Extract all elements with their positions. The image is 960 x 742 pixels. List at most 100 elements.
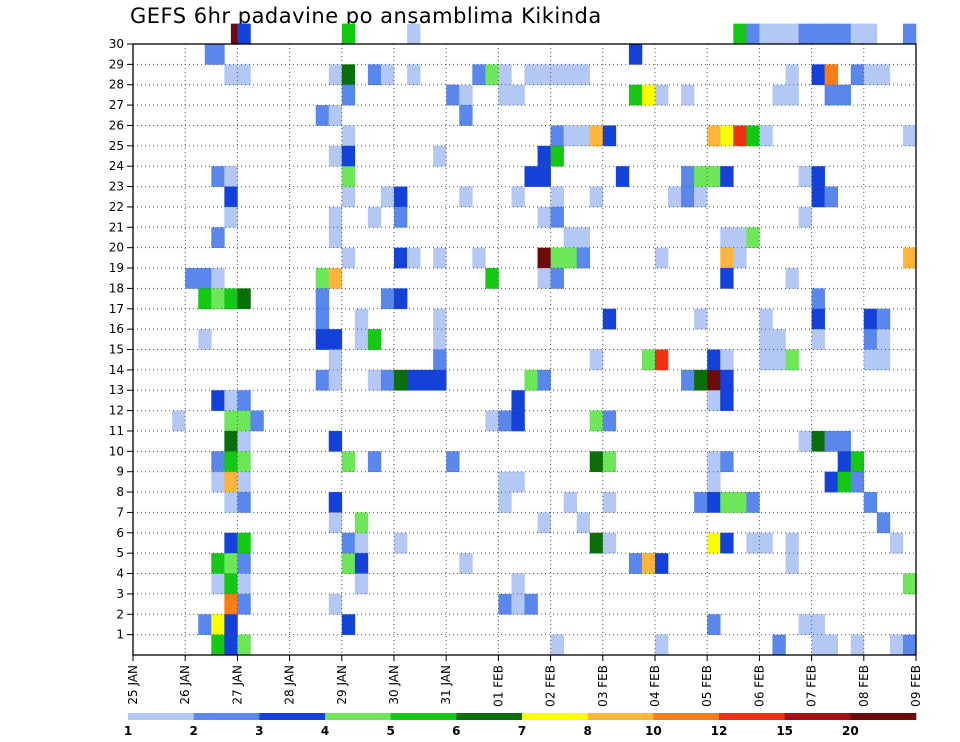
heatmap-cell [824, 430, 838, 452]
y-tick-label: 3 [116, 587, 124, 601]
x-axis: 25 JAN 26 JAN 27 JAN 28 JAN 29 JAN 30 JAN 31 J… [126, 655, 923, 707]
heatmap-cell [511, 390, 525, 411]
heatmap-cell [224, 410, 238, 432]
heatmap-cell [198, 614, 212, 635]
y-tick-label: 19 [109, 261, 124, 275]
heatmap-cell [798, 206, 812, 228]
heatmap-cell [198, 329, 212, 350]
colorbar-label: 6 [452, 724, 460, 738]
heatmap-cell [759, 349, 773, 371]
heatmap-cell [811, 308, 825, 330]
heatmap-cell [589, 125, 604, 147]
heatmap-cell [394, 186, 408, 208]
heatmap-cell [785, 268, 799, 289]
heatmap-cell [367, 369, 382, 391]
heatmap-cell [341, 145, 356, 167]
heatmap-cell [550, 145, 564, 167]
x-tick-label: 28 JAN [283, 665, 297, 705]
heatmap-cell [720, 268, 734, 289]
heatmap-cell [498, 84, 512, 106]
heatmap-cell [707, 451, 721, 472]
colorbar-label: 1 [124, 724, 132, 738]
heatmap-cell [694, 492, 708, 513]
heatmap-cell [459, 105, 473, 126]
x-tick-label: 27 JAN [230, 665, 244, 705]
y-tick-label: 5 [116, 546, 124, 560]
heatmap-cell [328, 349, 343, 371]
heatmap-cell [759, 329, 773, 350]
heatmap-cell [720, 532, 734, 554]
heatmap-cell [211, 451, 225, 472]
heatmap-cell [681, 84, 695, 106]
heatmap-cell [315, 268, 330, 289]
heatmap-cell [420, 369, 434, 391]
colorbar-swatch [259, 713, 326, 720]
heatmap-cell [707, 349, 721, 371]
heatmap-cell [720, 227, 734, 248]
heatmap-cell [811, 23, 825, 45]
heatmap-cell [433, 349, 447, 371]
heatmap-cell [237, 430, 251, 452]
heatmap-cell [459, 84, 473, 106]
heatmap-cell [589, 451, 604, 472]
heatmap-cell [367, 206, 382, 228]
heatmap-cell [681, 186, 695, 208]
heatmap-cell [341, 553, 356, 574]
colorbar-label: 15 [776, 724, 793, 738]
heatmap-cell [785, 532, 799, 554]
heatmap-cell [367, 451, 382, 472]
heatmap-cell [681, 369, 695, 391]
heatmap-cell [407, 64, 421, 86]
heatmap-cell [524, 593, 538, 615]
y-tick-label: 20 [109, 241, 124, 255]
heatmap-cell [902, 573, 917, 595]
x-tick-label: 25 JAN [126, 665, 140, 705]
heatmap-cell [772, 23, 786, 45]
heatmap-cell [889, 634, 904, 656]
x-tick-label: 06 FEB [752, 665, 766, 707]
heatmap-cell [367, 64, 382, 86]
heatmap-cell [772, 329, 786, 350]
heatmap-cell [733, 492, 747, 513]
heatmap-cell [537, 166, 551, 187]
heatmap-cell [615, 166, 630, 187]
heatmap-cell [328, 593, 343, 615]
heatmap-cell [720, 166, 734, 187]
x-tick-label: 07 FEB [805, 665, 819, 707]
heatmap-cell [746, 23, 760, 45]
heatmap-cell [811, 166, 825, 187]
chart-title: GEFS 6hr padavine po ansamblima Kikinda [130, 4, 602, 28]
heatmap-cell [811, 186, 825, 208]
heatmap-cell [641, 349, 656, 371]
heatmap-cell [354, 532, 369, 554]
heatmap-cell [798, 430, 812, 452]
heatmap-cell [602, 492, 617, 513]
heatmap-cell [550, 125, 564, 147]
heatmap-cell [863, 64, 878, 86]
heatmap-cell [328, 105, 343, 126]
heatmap-cell [863, 23, 878, 45]
heatmap-cell [211, 634, 225, 656]
heatmap-cell [720, 349, 734, 371]
heatmap-cell [563, 64, 577, 86]
heatmap-cell [902, 125, 917, 147]
heatmap-cell [798, 166, 812, 187]
heatmap-cell [563, 492, 577, 513]
heatmap-cell [394, 288, 408, 310]
heatmap-cell [537, 247, 551, 269]
heatmap-cell [850, 634, 865, 656]
heatmap-cell [472, 247, 486, 269]
heatmap-cell [550, 247, 564, 269]
heatmap-cell [550, 268, 564, 289]
heatmap-cell [576, 125, 591, 147]
heatmap-cell [224, 451, 238, 472]
heatmap-cell [759, 125, 773, 147]
colorbar-swatch [390, 713, 457, 720]
heatmap-cell [811, 329, 825, 350]
heatmap-cell [602, 308, 617, 330]
heatmap-cell [694, 308, 708, 330]
heatmap-cell [341, 125, 356, 147]
heatmap-cell [811, 430, 825, 452]
heatmap-cell [889, 532, 904, 554]
heatmap-cell [824, 471, 838, 493]
